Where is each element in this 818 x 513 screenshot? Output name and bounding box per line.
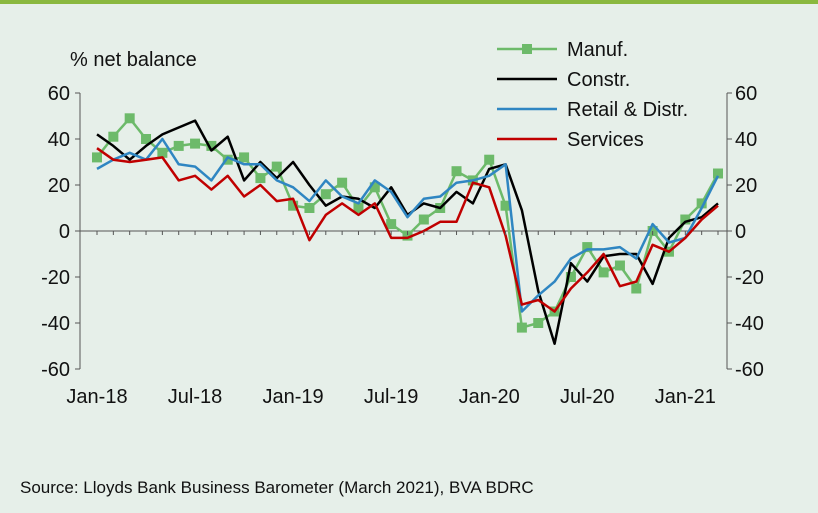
top-accent-bar xyxy=(0,0,818,4)
x-tick-label: Jul-18 xyxy=(168,386,222,408)
data-point xyxy=(696,198,707,209)
data-point xyxy=(320,189,331,200)
data-point xyxy=(631,283,642,294)
data-point xyxy=(190,138,201,149)
y2-tick-label: -40 xyxy=(735,313,764,335)
legend-label: Retail & Distr. xyxy=(567,99,688,121)
y-tick-label: 40 xyxy=(48,129,70,151)
y2-tick-label: 20 xyxy=(735,175,757,197)
data-point xyxy=(402,230,413,241)
data-point xyxy=(533,318,544,328)
data-point xyxy=(173,140,184,151)
data-point xyxy=(565,272,576,282)
data-point xyxy=(255,173,266,184)
y2-tick-label: 40 xyxy=(735,129,757,151)
y-tick-label: -60 xyxy=(41,359,70,381)
series-line xyxy=(96,137,720,313)
data-point xyxy=(451,166,462,177)
line-chart: -60 -40 -20 0 20 40 60 -60 -40 -20 0 20 40 60 Jan-18 Ju… xyxy=(41,39,764,408)
x-tick-label: Jan-21 xyxy=(655,386,716,408)
data-point xyxy=(92,152,102,163)
series-line xyxy=(96,147,719,313)
y-axis-label: % net balance xyxy=(70,49,197,71)
legend-marker xyxy=(522,44,532,54)
data-point xyxy=(598,267,609,278)
data-point xyxy=(141,134,152,144)
data-point xyxy=(108,131,119,142)
data-point xyxy=(271,161,282,172)
data-point xyxy=(239,152,250,163)
y2-tick-label: -20 xyxy=(735,267,764,289)
data-point xyxy=(418,214,429,225)
legend-label: Services xyxy=(567,129,644,151)
data-point xyxy=(288,200,299,211)
x-tick-label: Jan-19 xyxy=(263,386,324,408)
y-tick-label: -20 xyxy=(41,267,70,289)
data-point xyxy=(222,154,233,165)
data-point xyxy=(516,322,527,333)
data-point xyxy=(582,242,593,253)
x-tick-label: Jan-18 xyxy=(66,386,127,408)
data-point xyxy=(500,200,511,211)
y-tick-label: 60 xyxy=(48,83,70,105)
y2-tick-label: -60 xyxy=(735,359,764,381)
y-tick-label: 0 xyxy=(59,221,70,243)
data-point xyxy=(369,182,380,193)
x-tick-label: Jul-20 xyxy=(560,386,614,408)
x-tick-label: Jan-20 xyxy=(459,386,520,408)
legend-label: Constr. xyxy=(567,69,630,91)
y-tick-label: 20 xyxy=(48,175,70,197)
data-point xyxy=(157,147,168,158)
data-point xyxy=(614,260,625,271)
data-point xyxy=(206,140,217,151)
y2-tick-label: 60 xyxy=(735,83,757,105)
data-point xyxy=(680,214,691,225)
data-point xyxy=(353,203,364,213)
x-tick-label: Jul-19 xyxy=(364,386,418,408)
y2-tick-label: 0 xyxy=(735,221,746,243)
data-point xyxy=(304,203,315,213)
legend-label: Manuf. xyxy=(567,39,628,61)
y-tick-label: -40 xyxy=(41,313,70,335)
data-point xyxy=(713,168,723,179)
source-note: Source: Lloyds Bank Business Barometer (… xyxy=(20,478,534,497)
data-point xyxy=(124,113,135,124)
data-point xyxy=(484,154,495,165)
legend: Manuf. Constr. Retail & Distr. Services xyxy=(497,39,688,151)
data-point xyxy=(337,177,348,188)
data-point xyxy=(386,219,397,230)
